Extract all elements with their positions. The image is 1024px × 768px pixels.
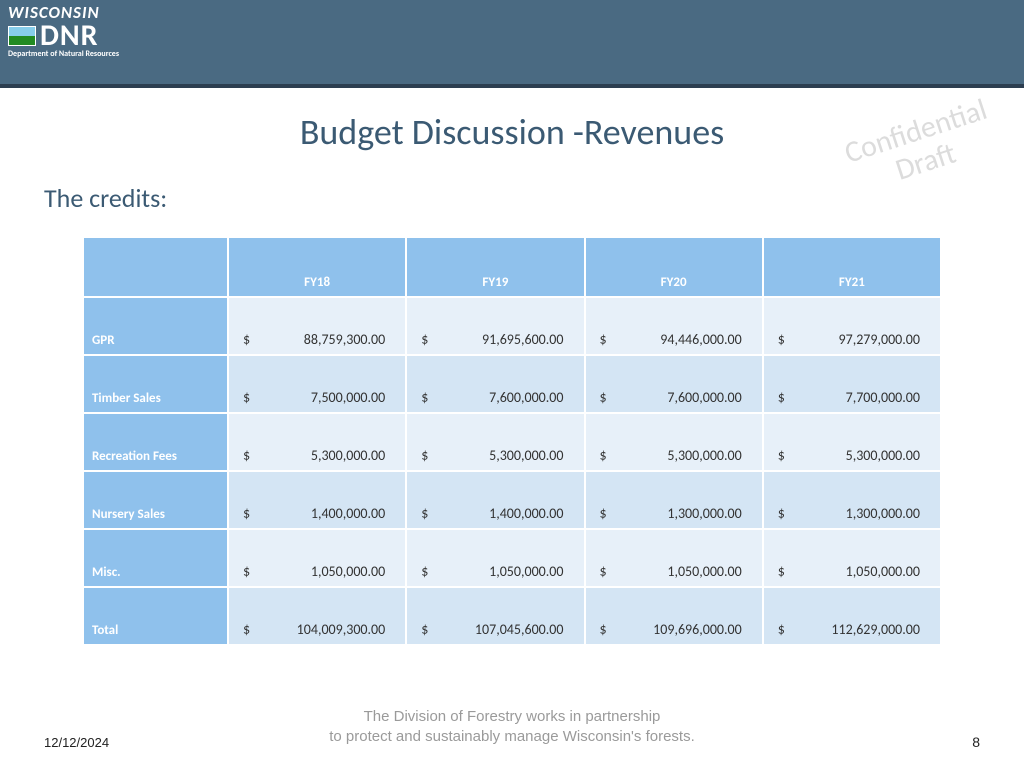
table-header-row: FY18 FY19 FY20 FY21 (83, 237, 941, 297)
col-fy18: FY18 (228, 237, 406, 297)
cell-value: $1,050,000.00 (406, 529, 584, 587)
cell-value: $1,400,000.00 (406, 471, 584, 529)
cell-value: $5,300,000.00 (763, 413, 941, 471)
cell-value: $1,400,000.00 (228, 471, 406, 529)
row-label: Nursery Sales (83, 471, 228, 529)
row-label: Total (83, 587, 228, 645)
row-label: GPR (83, 297, 228, 355)
header-bar: WISCONSIN DNR Department of Natural Reso… (0, 0, 1024, 88)
footer-date: 12/12/2024 (44, 735, 109, 750)
col-fy21: FY21 (763, 237, 941, 297)
subtitle: The credits: (44, 182, 1024, 214)
cell-value: $88,759,300.00 (228, 297, 406, 355)
cell-value: $109,696,000.00 (585, 587, 763, 645)
table-row: Total$104,009,300.00$107,045,600.00$109,… (83, 587, 941, 645)
footer-line1: The Division of Forestry works in partne… (364, 708, 661, 725)
footer-line2: to protect and sustainably manage Wiscon… (329, 728, 695, 745)
cell-value: $5,300,000.00 (228, 413, 406, 471)
col-fy19: FY19 (406, 237, 584, 297)
col-blank (83, 237, 228, 297)
footer-tagline: The Division of Forestry works in partne… (0, 707, 1024, 746)
logo-icon (8, 26, 36, 46)
cell-value: $1,050,000.00 (585, 529, 763, 587)
cell-value: $7,600,000.00 (585, 355, 763, 413)
cell-value: $97,279,000.00 (763, 297, 941, 355)
cell-value: $5,300,000.00 (406, 413, 584, 471)
footer-page: 8 (972, 734, 980, 750)
col-fy20: FY20 (585, 237, 763, 297)
table-row: Timber Sales$7,500,000.00$7,600,000.00$7… (83, 355, 941, 413)
cell-value: $5,300,000.00 (585, 413, 763, 471)
table-row: Recreation Fees$5,300,000.00$5,300,000.0… (83, 413, 941, 471)
cell-value: $7,600,000.00 (406, 355, 584, 413)
cell-value: $91,695,600.00 (406, 297, 584, 355)
cell-value: $107,045,600.00 (406, 587, 584, 645)
row-label: Recreation Fees (83, 413, 228, 471)
revenue-table-wrap: FY18 FY19 FY20 FY21 GPR$88,759,300.00$91… (82, 236, 942, 646)
cell-value: $1,050,000.00 (763, 529, 941, 587)
revenue-table: FY18 FY19 FY20 FY21 GPR$88,759,300.00$91… (82, 236, 942, 646)
row-label: Timber Sales (83, 355, 228, 413)
cell-value: $1,050,000.00 (228, 529, 406, 587)
logo-line2: DNR (40, 21, 99, 51)
cell-value: $104,009,300.00 (228, 587, 406, 645)
dnr-logo: WISCONSIN DNR Department of Natural Reso… (8, 2, 119, 59)
cell-value: $1,300,000.00 (585, 471, 763, 529)
cell-value: $94,446,000.00 (585, 297, 763, 355)
cell-value: $7,500,000.00 (228, 355, 406, 413)
page-title: Budget Discussion -Revenues (0, 110, 1024, 154)
logo-line3: Department of Natural Resources (8, 49, 119, 59)
table-row: Misc.$1,050,000.00$1,050,000.00$1,050,00… (83, 529, 941, 587)
table-row: GPR$88,759,300.00$91,695,600.00$94,446,0… (83, 297, 941, 355)
cell-value: $112,629,000.00 (763, 587, 941, 645)
cell-value: $1,300,000.00 (763, 471, 941, 529)
row-label: Misc. (83, 529, 228, 587)
table-row: Nursery Sales$1,400,000.00$1,400,000.00$… (83, 471, 941, 529)
table-body: GPR$88,759,300.00$91,695,600.00$94,446,0… (83, 297, 941, 645)
cell-value: $7,700,000.00 (763, 355, 941, 413)
